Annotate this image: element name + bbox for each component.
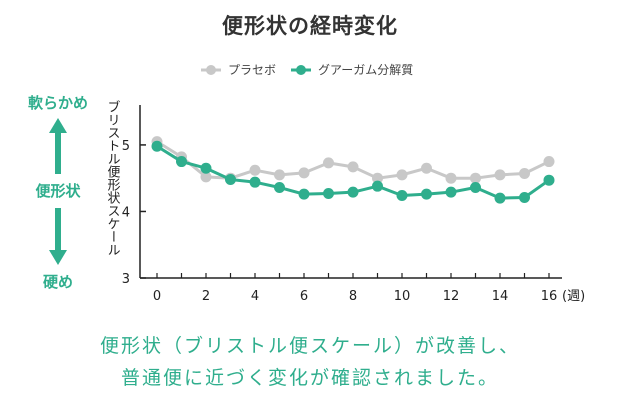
caption-line-2: 普通便に近づく変化が確認されました。	[121, 367, 499, 389]
data-point	[372, 172, 383, 184]
arrow-down-icon	[49, 250, 67, 265]
legend-label-placebo: プラセボ	[228, 63, 276, 77]
x-tick-label: 14	[492, 289, 509, 304]
data-point	[200, 171, 212, 183]
x-tick-label: 16	[541, 289, 558, 304]
data-point	[225, 174, 236, 186]
y-ticks: 3 4 5	[122, 139, 146, 287]
data-point	[470, 172, 481, 184]
data-point	[249, 164, 261, 176]
x-tick-label: 6	[300, 289, 308, 304]
legend-marker-placebo	[206, 65, 216, 75]
data-point	[298, 188, 310, 200]
data-point	[200, 162, 212, 174]
y-axis-label: ブリストル便形状スケール	[105, 99, 121, 256]
x-tick-label: 2	[202, 289, 210, 304]
arrow-up-icon	[49, 118, 67, 133]
data-point	[347, 186, 359, 198]
x-tick-label: 12	[443, 289, 460, 304]
series-1	[151, 140, 555, 204]
series-layer	[151, 136, 555, 204]
caption-line-1: 便形状（ブリストル便スケール）が改善し、	[100, 334, 520, 357]
data-point	[519, 191, 530, 203]
data-point	[396, 169, 408, 181]
chart-title: 便形状の経時変化	[222, 14, 398, 38]
x-tick-label: 10	[394, 289, 411, 304]
x-tick-label: 0	[153, 289, 161, 304]
data-point	[274, 182, 285, 194]
x-tick-label: 4	[251, 289, 259, 304]
side-scale: 軟らかめ 便形状 硬め	[28, 94, 88, 291]
series-0	[151, 136, 555, 184]
data-point	[323, 157, 334, 169]
legend-marker-guar	[296, 65, 306, 75]
data-point	[445, 172, 457, 184]
data-point	[543, 156, 555, 168]
arrow-up-shaft	[55, 132, 61, 174]
data-point	[470, 182, 481, 194]
data-point	[519, 168, 530, 180]
data-point	[151, 140, 163, 152]
x-axis-unit: (週)	[562, 289, 585, 304]
side-label-soft: 軟らかめ	[28, 94, 88, 112]
y-tick-label: 3	[122, 272, 130, 287]
data-point	[323, 187, 334, 199]
data-point	[494, 169, 506, 181]
x-ticks: 0 2 4 6 8 10 12 14 16	[153, 273, 557, 304]
legend: プラセボ グアーガム分解質	[201, 62, 413, 77]
y-tick-label: 5	[122, 139, 130, 154]
side-label-hard: 硬め	[43, 273, 73, 291]
data-point	[396, 189, 408, 201]
legend-label-guar: グアーガム分解質	[318, 62, 413, 77]
data-point	[249, 176, 261, 188]
data-point	[421, 162, 432, 174]
data-point	[543, 174, 555, 186]
side-label-shape: 便形状	[35, 182, 81, 200]
data-point	[274, 169, 285, 181]
y-tick-label: 4	[122, 205, 130, 220]
data-point	[298, 167, 310, 179]
data-point	[421, 188, 432, 200]
data-point	[494, 192, 506, 204]
data-point	[372, 180, 383, 192]
data-point	[445, 186, 457, 198]
x-tick-label: 8	[349, 289, 357, 304]
data-point	[347, 161, 359, 173]
data-point	[176, 156, 187, 168]
arrow-down-shaft	[55, 208, 61, 250]
